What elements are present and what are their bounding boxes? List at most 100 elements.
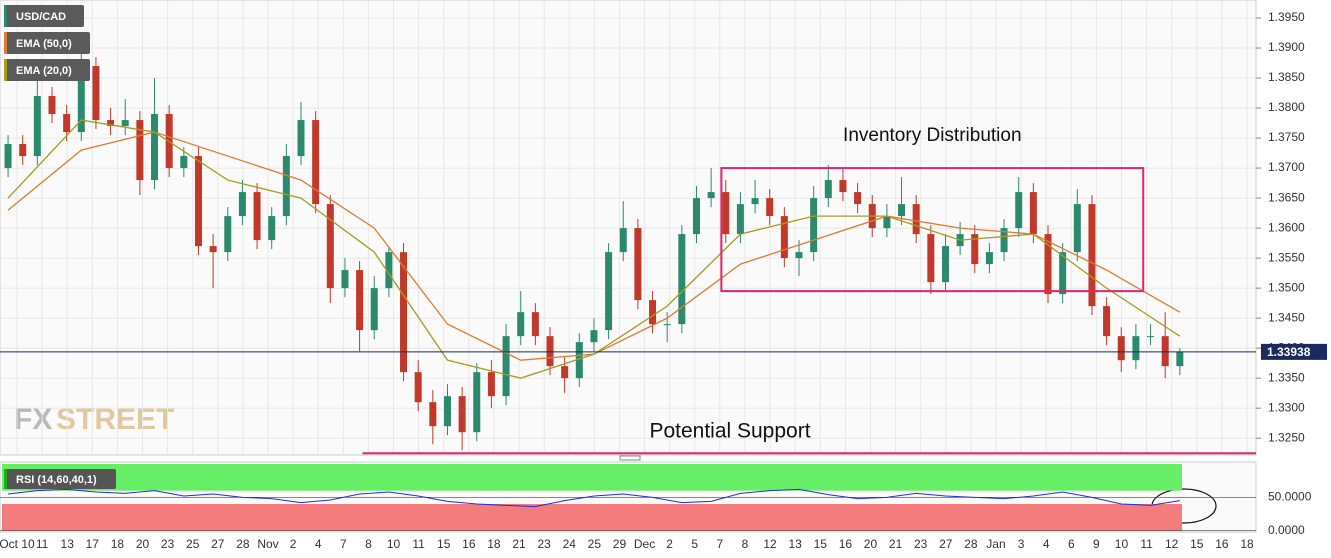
ema-line <box>7 119 1181 379</box>
y-tick-label: 1.3700 <box>1268 160 1305 174</box>
candle-body <box>634 228 642 301</box>
x-tick-label: 15 <box>814 537 828 551</box>
candle-body <box>605 252 613 331</box>
x-tick-label: 2 <box>290 537 297 551</box>
candle-body <box>971 234 979 265</box>
candle-body <box>297 120 305 157</box>
x-tick-label: 11 <box>36 537 49 551</box>
candle-body <box>180 156 188 169</box>
candle-body <box>107 120 115 127</box>
main-panel <box>0 0 1257 456</box>
y-tick-label: 1.3950 <box>1268 10 1305 24</box>
candle-body <box>92 66 100 121</box>
x-tick-label: 4 <box>315 537 322 551</box>
legend-box <box>4 32 90 54</box>
x-tick-label: 5 <box>691 537 698 551</box>
candle-body <box>473 372 481 433</box>
x-tick-label: 15 <box>1190 537 1204 551</box>
candle-body <box>341 270 349 289</box>
x-tick-label: 20 <box>864 537 878 551</box>
y-tick-label: 1.3550 <box>1268 250 1305 264</box>
x-tick-label: 12 <box>1165 537 1179 551</box>
candle-body <box>443 396 451 427</box>
candle-body <box>151 114 159 181</box>
candle-body <box>1029 192 1037 235</box>
rsi-legend-box <box>4 469 116 489</box>
x-tick-label: 16 <box>462 537 476 551</box>
x-tick-label: 7 <box>717 537 724 551</box>
candle-body <box>312 120 320 205</box>
candle-body <box>429 402 437 427</box>
legend-box <box>4 5 84 27</box>
x-tick-label: 18 <box>1240 537 1254 551</box>
candle-body <box>810 198 818 253</box>
candle-body <box>1088 204 1096 307</box>
rsi-tick-label: 50.0000 <box>1268 490 1312 504</box>
x-tick-label: 23 <box>914 537 928 551</box>
candle-body <box>414 372 422 403</box>
candle-body <box>854 192 862 205</box>
candle-body <box>707 192 715 199</box>
x-tick-label: 25 <box>588 537 602 551</box>
legend-box <box>4 59 90 81</box>
candle-body <box>48 96 56 115</box>
x-tick-label: 11 <box>412 537 425 551</box>
candle-body <box>224 216 232 253</box>
x-tick-label: 10 <box>1115 537 1129 551</box>
candle-body <box>531 312 539 337</box>
candle-body <box>663 324 671 326</box>
candle-body <box>619 228 627 253</box>
candle-body <box>1176 351 1184 367</box>
candle-body <box>209 246 217 253</box>
x-tick-label: 7 <box>340 537 347 551</box>
x-tick-label: 17 <box>86 537 100 551</box>
x-tick-label: 8 <box>365 537 372 551</box>
candle-body <box>678 234 686 325</box>
candle-body <box>575 342 583 379</box>
x-tick-label: Oct 10 <box>0 537 35 551</box>
overbought-zone <box>2 464 1182 491</box>
candle-body <box>824 180 832 199</box>
x-tick-label: 18 <box>487 537 501 551</box>
annotation-box <box>720 167 1145 293</box>
candle-body <box>1117 336 1125 361</box>
candle-body <box>1044 234 1052 295</box>
panel-handle[interactable] <box>619 455 641 461</box>
candle-body <box>751 198 759 205</box>
x-tick-label: 20 <box>136 537 150 551</box>
candle-body <box>1132 336 1140 361</box>
legend-label: USD/CAD <box>16 11 66 23</box>
candle-body <box>77 66 85 133</box>
candle-body <box>649 300 657 325</box>
x-tick-label: 13 <box>788 537 802 551</box>
candle-body <box>194 156 202 247</box>
candle-body <box>795 252 803 259</box>
legend-label: EMA (50,0) <box>16 38 72 50</box>
candle-body <box>1000 228 1008 253</box>
x-tick-label: 3 <box>1018 537 1025 551</box>
x-tick-label: 21 <box>512 537 526 551</box>
candle-body <box>326 204 334 289</box>
candle-body <box>590 330 598 343</box>
candle-body <box>985 252 993 265</box>
candle-body <box>766 198 774 217</box>
y-tick-label: 1.3650 <box>1268 190 1305 204</box>
candle-body <box>385 252 393 289</box>
candle-body <box>561 366 569 379</box>
y-tick-label: 1.3300 <box>1268 400 1305 414</box>
rsi-tick-label: 0.0000 <box>1268 523 1305 537</box>
candle-body <box>839 180 847 193</box>
x-tick-label: 27 <box>939 537 953 551</box>
candle-body <box>883 216 891 229</box>
candle-body <box>400 252 408 373</box>
x-tick-label: 9 <box>1093 537 1100 551</box>
candle-body <box>736 204 744 235</box>
y-tick-label: 1.3450 <box>1268 310 1305 324</box>
y-tick-label: 1.3850 <box>1268 70 1305 84</box>
x-tick-label: 29 <box>613 537 627 551</box>
candle-body <box>253 192 261 241</box>
current-price-box <box>1261 343 1327 360</box>
x-tick-label: 16 <box>839 537 853 551</box>
x-tick-label: 16 <box>1215 537 1229 551</box>
candle-body <box>502 336 510 397</box>
